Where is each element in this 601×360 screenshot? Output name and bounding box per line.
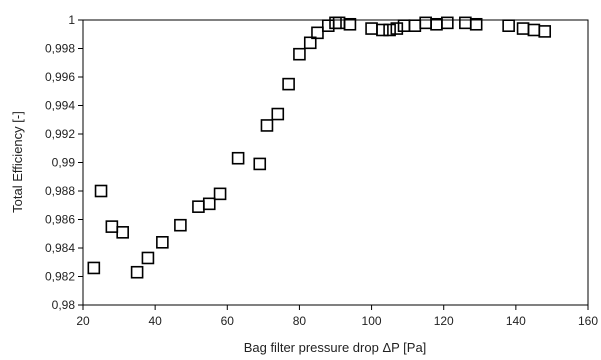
- x-tick-label: 120: [434, 314, 454, 328]
- data-point: [365, 22, 378, 35]
- data-point: [141, 251, 155, 265]
- data-point: [527, 23, 541, 37]
- y-tick-label: 0,996: [45, 70, 75, 84]
- data-point: [94, 184, 108, 198]
- y-axis-label: Total Efficiency [-]: [10, 111, 25, 213]
- y-tick-label: 0,986: [45, 213, 75, 227]
- data-point: [105, 220, 119, 233]
- x-tick-label: 100: [362, 314, 382, 328]
- y-axis: 0,98 0,982 0,984 0,986 0,988 0,99 0,992 0,994 0,…: [45, 13, 83, 312]
- data-point: [253, 157, 267, 171]
- data-point: [116, 226, 129, 239]
- data-point: [231, 151, 245, 165]
- data-point: [202, 197, 216, 211]
- data-point: [502, 19, 515, 33]
- data-point: [459, 16, 472, 30]
- data-point: [441, 16, 454, 30]
- y-tick-label: 0,998: [45, 42, 75, 56]
- data-point: [293, 47, 306, 61]
- data-point: [213, 187, 227, 201]
- data-point: [376, 23, 389, 37]
- y-tick-label: 0,99: [52, 156, 76, 170]
- data-point: [516, 22, 530, 35]
- data-point: [321, 19, 335, 33]
- data-point: [332, 16, 346, 30]
- data-point: [130, 265, 144, 279]
- x-axis-label: Bag filter pressure drop ΔP [Pa]: [244, 340, 427, 355]
- data-point: [383, 23, 396, 37]
- y-tick-label: 0,984: [45, 241, 75, 255]
- data-point: [469, 17, 483, 31]
- data-point: [282, 77, 295, 91]
- data-point: [303, 36, 317, 50]
- data-series: [87, 16, 552, 279]
- data-point: [260, 119, 274, 132]
- y-tick-label: 0,988: [45, 184, 75, 198]
- y-tick-label: 0,982: [45, 270, 75, 284]
- data-point: [156, 236, 169, 249]
- data-point: [390, 22, 404, 35]
- x-tick-label: 40: [148, 314, 162, 328]
- data-point: [87, 261, 101, 275]
- y-tick-label: 0,98: [52, 298, 76, 312]
- x-tick-label: 20: [76, 314, 90, 328]
- data-point: [408, 19, 422, 33]
- data-point: [174, 218, 187, 232]
- x-tick-label: 140: [506, 314, 526, 328]
- x-tick-label: 80: [293, 314, 307, 328]
- x-tick-label: 160: [578, 314, 598, 328]
- data-point: [419, 16, 432, 30]
- data-point: [329, 16, 342, 30]
- data-point: [192, 200, 205, 213]
- x-axis: 20 40 60 80 100 120 140 160: [76, 305, 598, 328]
- y-tick-label: 0,994: [45, 99, 75, 113]
- data-point: [397, 19, 411, 33]
- y-tick-label: 1: [68, 13, 75, 27]
- data-point: [311, 26, 324, 40]
- x-tick-label: 60: [221, 314, 235, 328]
- plot-area: [82, 19, 589, 306]
- data-point: [271, 107, 285, 121]
- data-point: [538, 25, 552, 38]
- data-point: [343, 17, 357, 31]
- y-tick-label: 0,992: [45, 127, 75, 141]
